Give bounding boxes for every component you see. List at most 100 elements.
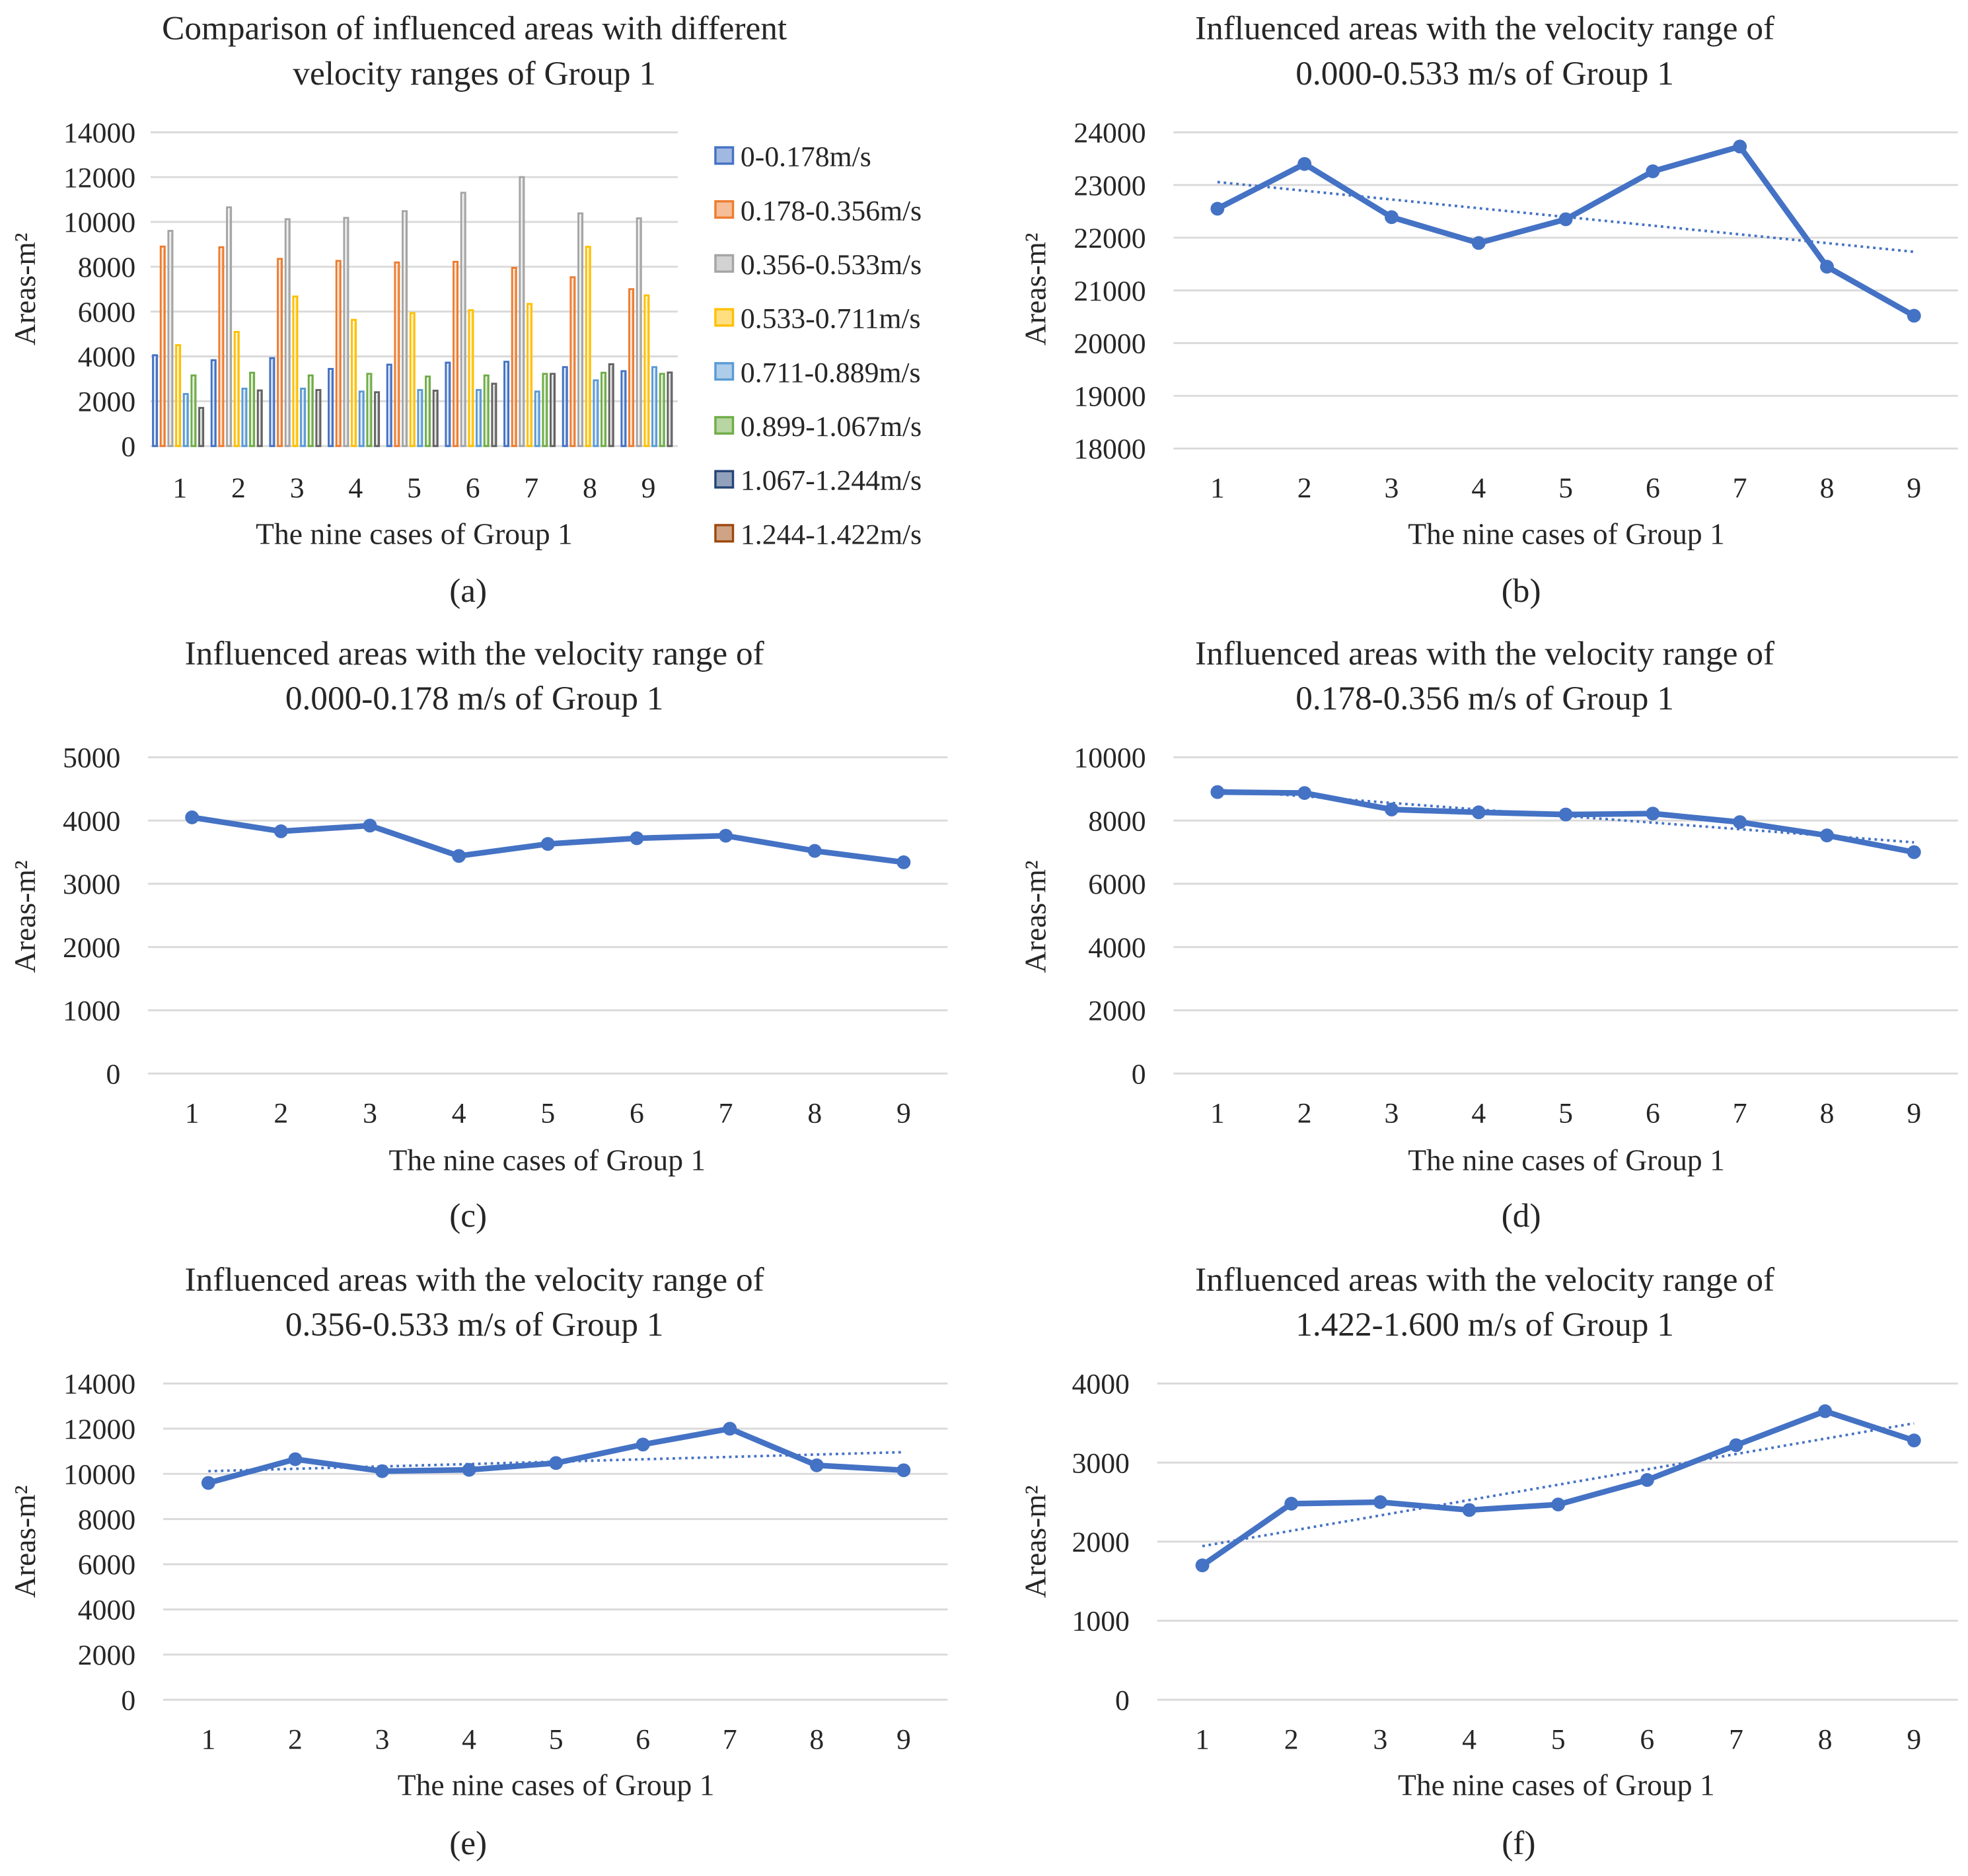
y-tick-label: 0 (121, 1684, 135, 1716)
y-tick-label: 19000 (1074, 380, 1146, 412)
legend-swatch (714, 470, 735, 489)
legend-swatch (714, 254, 735, 273)
bar (503, 361, 510, 447)
data-point (1820, 260, 1834, 274)
bar (218, 246, 225, 447)
y-tick-label: 21000 (1074, 275, 1146, 307)
bar (328, 368, 334, 447)
bar-fill (287, 221, 289, 447)
y-tick-label: 10000 (1074, 742, 1146, 774)
x-tick-label: 7 (723, 1723, 737, 1755)
data-point (185, 810, 200, 824)
data-point (630, 831, 644, 846)
bar (358, 390, 365, 447)
bar-fill (631, 291, 633, 447)
bar-fill (623, 373, 625, 447)
y-tick-label: 0 (1115, 1684, 1130, 1716)
y-tick-label: 20000 (1074, 328, 1146, 360)
y-axis-label: Areas-m² (1019, 1486, 1052, 1599)
bar (292, 295, 299, 447)
bar-fill (330, 371, 332, 447)
bar (542, 373, 548, 447)
data-point (540, 837, 555, 851)
bar-fill (521, 178, 523, 447)
y-tick-label: 6000 (1088, 869, 1146, 900)
y-tick-label: 14000 (63, 117, 135, 149)
x-tick-label: 2 (1284, 1723, 1299, 1755)
bar-fill (229, 209, 231, 447)
data-point (1733, 815, 1747, 830)
trendline (1202, 1422, 1914, 1548)
x-tick-label: 7 (719, 1097, 733, 1129)
y-axis-label: Areas-m² (1019, 233, 1052, 345)
bar-fill (252, 375, 254, 447)
bar (577, 212, 584, 447)
bar-fill (552, 375, 554, 447)
bar (409, 312, 416, 447)
y-axis-label: Areas-m² (8, 1486, 42, 1599)
chart-title: Influenced areas with the velocity range… (185, 635, 765, 672)
panel-caption: (e) (449, 1824, 487, 1862)
chart-panel-f: Influenced areas with the velocity range… (1019, 1261, 1958, 1862)
bar (432, 389, 439, 447)
bar (175, 344, 182, 447)
bar-fill (338, 262, 340, 447)
data-point (723, 1422, 737, 1436)
data-point (1297, 786, 1312, 800)
bar-fill (279, 260, 281, 447)
bar (651, 366, 658, 447)
x-tick-label: 5 (407, 472, 421, 504)
y-tick-label: 10000 (63, 1459, 135, 1490)
bar (562, 366, 568, 447)
bar-fill (493, 385, 495, 447)
panel-caption: (d) (1502, 1197, 1541, 1235)
bar-fill (186, 396, 188, 447)
bar (167, 230, 174, 447)
bar-fill (389, 366, 391, 447)
x-tick-label: 1 (1210, 1097, 1225, 1129)
panel-caption: (b) (1502, 572, 1541, 610)
chart-panel-b: Influenced areas with the velocity range… (1019, 10, 1958, 610)
bar-fill (155, 357, 157, 447)
x-tick-label: 2 (1297, 1097, 1312, 1129)
y-tick-label: 2000 (78, 386, 135, 418)
bar (628, 288, 635, 447)
data-point (1646, 807, 1660, 821)
bar (460, 192, 466, 447)
panel-caption: (c) (449, 1197, 487, 1235)
bar-fill (639, 220, 641, 447)
bar (643, 294, 650, 447)
y-tick-label: 18000 (1074, 433, 1146, 465)
bar (249, 371, 256, 447)
x-tick-label: 8 (807, 1097, 822, 1129)
bar-fill (213, 362, 215, 447)
data-point (462, 1462, 476, 1477)
data-point (1385, 802, 1399, 816)
x-tick-label: 1 (1195, 1723, 1210, 1755)
bar (256, 389, 263, 447)
x-tick-label: 8 (809, 1723, 824, 1755)
bar-fill (603, 375, 605, 447)
y-tick-label: 4000 (78, 1595, 135, 1626)
x-tick-label: 4 (1471, 1097, 1486, 1129)
bar-fill (646, 297, 648, 447)
bar-fill (201, 410, 203, 447)
bar (453, 260, 459, 447)
data-point (1297, 157, 1312, 171)
legend-label: 0.899-1.067m/s (741, 411, 922, 443)
data-point (288, 1452, 303, 1466)
x-tick-label: 4 (1462, 1723, 1476, 1755)
bar (198, 407, 205, 447)
x-tick-label: 2 (273, 1097, 288, 1129)
chart-title: 0.000-0.533 m/s of Group 1 (1295, 55, 1674, 92)
y-tick-label: 4000 (63, 805, 120, 837)
legend-swatch (714, 524, 735, 543)
bar (445, 361, 451, 447)
y-tick-label: 8000 (78, 252, 135, 283)
y-tick-label: 22000 (1074, 223, 1146, 254)
data-point (1558, 807, 1573, 822)
bar (491, 382, 497, 447)
legend-swatch (714, 146, 735, 165)
x-tick-label: 9 (1907, 1097, 1921, 1129)
bar-fill (404, 213, 406, 447)
